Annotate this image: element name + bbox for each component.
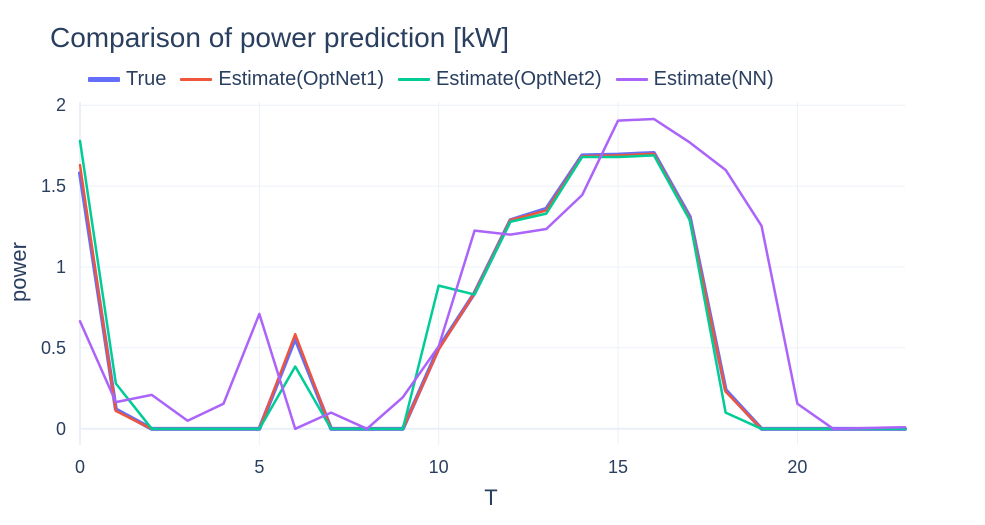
x-axis-title: T [484,485,497,510]
y-axis-title: power [6,242,31,302]
x-tick-label: 15 [608,457,628,477]
legend[interactable]: True Estimate(OptNet1) Estimate(OptNet2)… [88,68,774,91]
legend-label-nn: Estimate(NN) [653,68,774,90]
legend-label-true: True [126,68,167,90]
legend-item-true[interactable]: True [88,68,166,91]
y-tick-label: 2 [56,95,66,115]
x-tick-label: 0 [75,457,85,477]
legend-item-nn[interactable]: Estimate(NN) [615,68,774,91]
y-tick-label: 1.5 [41,176,66,196]
x-tick-label: 5 [254,457,264,477]
series-line-estimate-optnet1[interactable] [78,152,907,431]
legend-swatch-nn [615,78,648,81]
y-tick-label: 0 [56,419,66,439]
legend-item-optnet2[interactable]: Estimate(OptNet2) [398,68,602,91]
series-line-true[interactable] [78,150,907,431]
x-tick-label: 10 [429,457,449,477]
x-tick-label: 20 [787,457,807,477]
legend-swatch-optnet1 [180,78,213,81]
legend-swatch-optnet2 [398,78,430,81]
y-tick-label: 1 [56,257,66,277]
y-tick-label: 0.5 [41,338,66,358]
series-lines[interactable] [78,117,907,431]
legend-swatch-true [88,77,120,82]
series-line-estimate-optnet2[interactable] [78,139,907,431]
series-line-estimate-nn[interactable] [78,117,907,431]
tick-labels: 00.511.520 5 10 15 20 [41,95,807,477]
legend-label-optnet1: Estimate(OptNet1) [218,68,384,90]
gridlines [79,102,905,445]
legend-item-optnet1[interactable]: Estimate(OptNet1) [180,68,384,91]
chart-title: Comparison of power prediction [kW] [50,22,510,53]
legend-label-optnet2: Estimate(OptNet2) [436,68,602,90]
